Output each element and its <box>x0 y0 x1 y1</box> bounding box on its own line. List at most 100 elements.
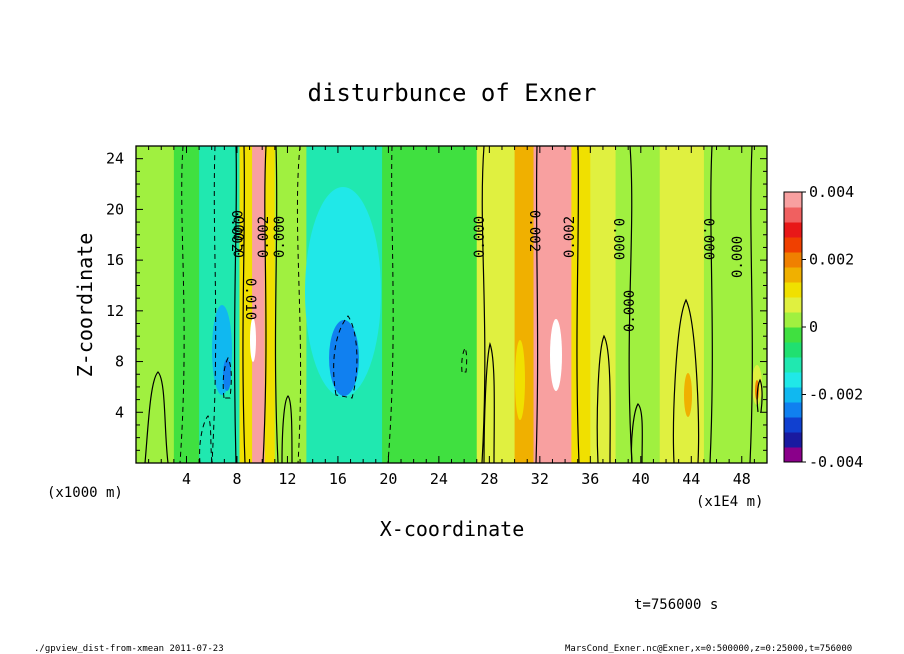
color-bands <box>136 146 767 463</box>
contour-label: 0.002 <box>526 210 542 252</box>
contour-dashed <box>179 146 185 463</box>
contour-solid <box>749 146 753 463</box>
contour-blobs <box>212 187 762 420</box>
x-tick-label: 4 <box>182 470 191 488</box>
x-tick-label: 24 <box>430 470 448 488</box>
contour-lines <box>144 146 763 463</box>
contour-label: 0.002 <box>228 210 244 252</box>
colorbar-swatch <box>784 192 802 208</box>
y-axis: 4 8 12 16 20 24 <box>106 145 767 464</box>
colorbar-swatch <box>784 252 802 268</box>
contour-dashed <box>211 146 217 463</box>
color-band <box>590 146 617 463</box>
colorbar-swatch <box>784 222 802 238</box>
contour-label: 0.002 <box>562 216 578 258</box>
time-label: t=756000 s <box>634 597 718 613</box>
colorbar-tick-label: 0 <box>809 318 818 336</box>
x-tick-label: 20 <box>379 470 397 488</box>
contour-dashed <box>461 346 468 373</box>
contour-label: 0.000 <box>232 216 248 258</box>
contour-solid <box>672 298 700 463</box>
contour-label: 0.002 <box>256 216 272 258</box>
color-band <box>173 146 200 463</box>
contour-solid <box>628 146 633 463</box>
orange-patch <box>684 373 692 417</box>
contour-solid <box>274 146 279 463</box>
contour-dashed <box>333 315 358 399</box>
color-band <box>252 146 266 463</box>
contour-solid <box>630 403 643 463</box>
colorbar-swatch <box>784 237 802 253</box>
contour-solid <box>144 371 169 463</box>
x-axis: 4 8 12 16 20 24 28 32 36 40 44 48 <box>135 146 768 488</box>
x-tick-label: 32 <box>531 470 549 488</box>
y-tick-label: 16 <box>106 251 124 269</box>
color-band <box>659 146 705 463</box>
contour-solid <box>481 146 486 463</box>
colorbar-swatch <box>784 357 802 373</box>
contour-label: 0.010 <box>242 278 258 320</box>
colorbar-swatch <box>784 312 802 328</box>
contour-solid <box>242 146 246 463</box>
color-band <box>199 146 241 463</box>
contour-dashed <box>199 415 213 463</box>
contour-solid <box>709 146 713 463</box>
colorbar-tick-label: -0.004 <box>809 453 863 471</box>
contour-label: 0.000 <box>700 218 716 260</box>
color-band <box>476 146 516 463</box>
y-tick-label: 20 <box>106 200 124 218</box>
contour-label: 0.000 <box>472 216 488 258</box>
colorbar-tick-label: -0.002 <box>809 386 863 404</box>
color-band <box>571 146 591 463</box>
white-peak-left <box>250 318 256 362</box>
color-band <box>136 146 175 463</box>
colorbar-swatch <box>784 417 802 433</box>
x-axis-label: X-coordinate <box>380 517 525 541</box>
x-tick-label: 36 <box>581 470 599 488</box>
colorbar-swatch <box>784 432 802 448</box>
colorbar-swatch <box>784 267 802 283</box>
x-tick-label: 28 <box>480 470 498 488</box>
color-band <box>264 146 276 463</box>
yellow-patch-2 <box>515 340 525 420</box>
contour-solid <box>576 146 580 463</box>
footer-right: MarsCond_Exner.nc@Exner,x=0:500000,z=0:2… <box>565 644 852 654</box>
x-tick-label: 12 <box>278 470 296 488</box>
y-tick-label: 24 <box>106 150 124 168</box>
contour-solid <box>233 146 238 463</box>
y-tick-label: 8 <box>115 353 124 371</box>
plot-area: 0.000 0.002 0.002 0.000 0.010 0.000 0.00… <box>136 146 767 463</box>
color-band <box>615 146 661 463</box>
contour-labels: 0.000 0.002 0.002 0.000 0.010 0.000 0.00… <box>228 210 746 332</box>
contour-solid <box>596 334 611 463</box>
contour-solid <box>281 395 293 463</box>
y-tick-label: 4 <box>115 403 124 421</box>
colorbar-swatch <box>784 297 802 313</box>
x-tick-label: 8 <box>232 470 241 488</box>
colorbar-swatch <box>784 447 802 463</box>
colorbar-swatch <box>784 327 802 343</box>
chart-title: disturbunce of Exner <box>308 79 597 107</box>
contour-label: 0.000 <box>622 290 638 332</box>
color-band <box>514 146 535 463</box>
colorbar-swatch <box>784 282 802 298</box>
contour-solid <box>483 341 495 463</box>
contour-label: 0.000 <box>272 216 288 258</box>
color-band <box>382 146 478 463</box>
x-axis-unit: (x1E4 m) <box>696 494 763 510</box>
y-axis-label: Z-coordinate <box>73 233 97 378</box>
contour-solid <box>535 146 539 463</box>
colorbar-swatch <box>784 342 802 358</box>
color-band <box>703 146 767 463</box>
colorbar: 0.004 0.002 0 -0.002 -0.004 <box>783 183 863 471</box>
low-pressure-center <box>329 320 359 396</box>
x-tick-label: 44 <box>682 470 700 488</box>
footer-left: ./gpview_dist-from-xmean 2011-07-23 <box>34 644 224 654</box>
colorbar-swatch <box>784 387 802 403</box>
contour-solid <box>756 378 763 413</box>
white-peak <box>550 319 562 391</box>
low-pressure-core <box>305 187 381 397</box>
y-axis-unit: (x1000 m) <box>47 485 123 501</box>
y-tick-label: 12 <box>106 302 124 320</box>
contour-label: 0.000 <box>730 236 746 278</box>
